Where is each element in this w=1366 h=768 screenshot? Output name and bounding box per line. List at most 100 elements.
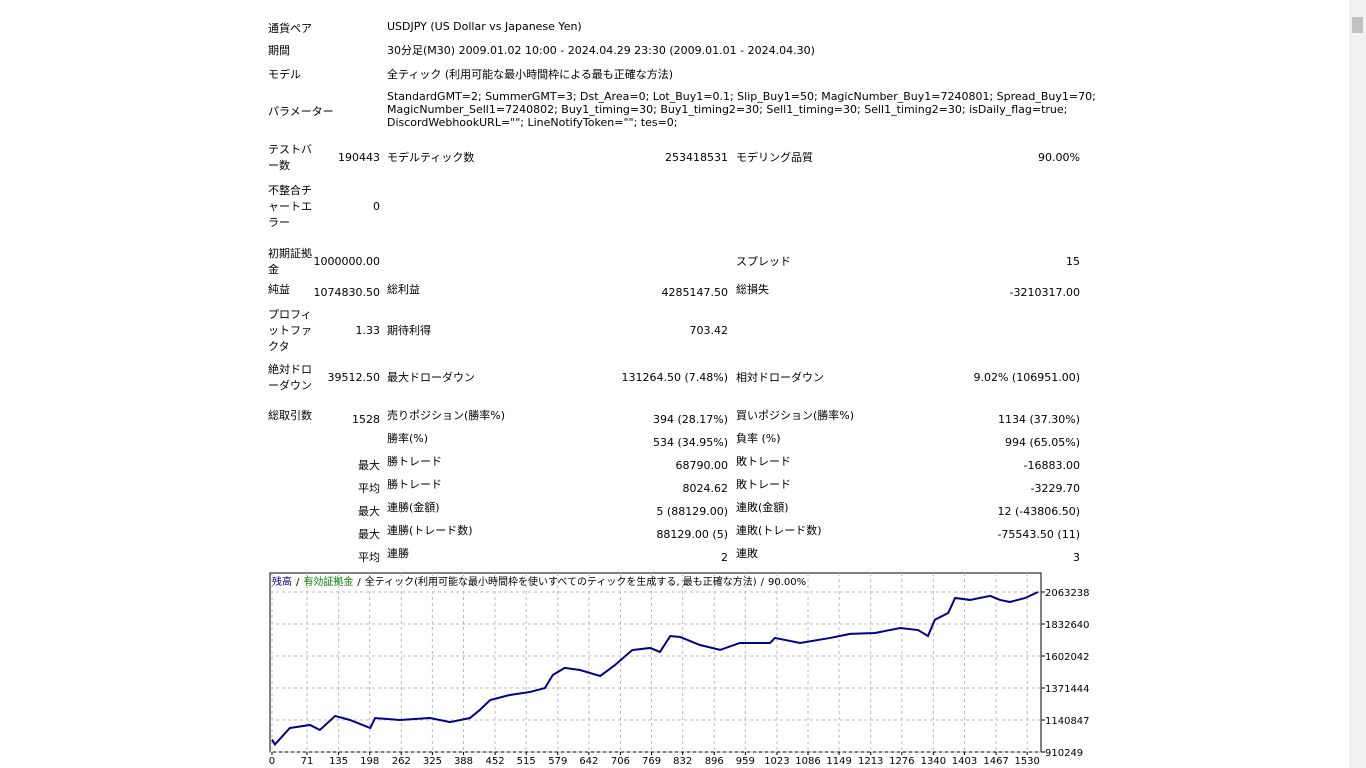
y-tick-label: 1371444 <box>1045 684 1090 695</box>
info-value: 全ティック (利用可能な最小時間枠による最も正確な方法) <box>387 68 674 81</box>
x-tick-label: 1213 <box>858 756 883 767</box>
stat-value: 1.33 <box>355 324 381 337</box>
x-tick-label: 832 <box>673 756 692 767</box>
stat-label: 連勝(トレード数) <box>387 524 473 537</box>
stat-value: 平均 <box>358 481 380 495</box>
x-tick-label: 1023 <box>764 756 789 767</box>
stat-value: 2 <box>721 550 728 564</box>
stat-value: 253418531 <box>665 151 728 164</box>
x-tick-label: 325 <box>423 756 442 767</box>
balance-line <box>271 591 1039 747</box>
stat-value: 8024.62 <box>682 481 729 495</box>
stat-label: 不整合チャートエラー <box>268 184 312 229</box>
title-part: 90.00% <box>768 577 806 588</box>
x-tick-label: 642 <box>579 756 598 767</box>
scrollbar[interactable] <box>1349 0 1366 768</box>
x-tick-label: 388 <box>454 756 473 767</box>
stat-label: 連勝 <box>387 547 409 560</box>
stat-value: 最大 <box>358 458 380 472</box>
stat-value: 最大 <box>358 504 380 518</box>
stat-value: 88129.00 (5) <box>656 527 728 541</box>
info-value: MagicNumber_Sell1=7240802; Buy1_timing=3… <box>387 103 1068 116</box>
x-tick-label: 769 <box>642 756 661 767</box>
stat-label: 純益 <box>268 283 290 296</box>
stat-value: 534 (34.95%) <box>652 435 728 449</box>
stat-value: -16883.00 <box>1023 458 1080 472</box>
title-part: 全ティック(利用可能な最小時間枠を使いすべてのティックを生成する, 最も正確な方… <box>365 575 757 588</box>
stat-label: 勝トレード <box>387 455 442 468</box>
x-tick-label: 262 <box>392 756 411 767</box>
stat-label: 勝トレード <box>387 478 442 491</box>
stat-value: 68790.00 <box>675 458 729 472</box>
info-label: モデル <box>268 68 301 81</box>
stat-label: 敗トレード <box>736 455 791 468</box>
info-value: 30分足(M30) 2009.01.02 10:00 - 2024.04.29 … <box>387 44 815 57</box>
title-part: 有効証拠金 <box>303 575 353 588</box>
plot-frame <box>269 572 1042 753</box>
stat-label: 相対ドローダウン <box>736 371 824 384</box>
x-tick-label: 198 <box>360 756 379 767</box>
x-tick-label: 1530 <box>1014 756 1039 767</box>
stat-label: テストバー数 <box>268 143 312 172</box>
title-part: / <box>296 577 300 588</box>
stat-label: 期待利得 <box>387 324 431 337</box>
x-tick-label: 706 <box>611 756 630 767</box>
title-part: / <box>761 577 765 588</box>
stat-label: 買いポジション(勝率%) <box>736 409 855 422</box>
y-tick-label: 2063238 <box>1045 588 1090 599</box>
stat-value: 4285147.50 <box>661 286 728 299</box>
stat-value: 1000000.00 <box>313 255 380 268</box>
stat-value: -3229.70 <box>1030 481 1080 495</box>
stat-value: 5 (88129.00) <box>656 504 728 518</box>
x-tick-label: 896 <box>705 756 724 767</box>
stat-value: 3 <box>1073 550 1080 564</box>
title-part: / <box>357 577 361 588</box>
stat-label: 連敗(金額) <box>736 501 789 514</box>
stat-value: 703.42 <box>689 324 729 337</box>
info-value: DiscordWebhookURL=""; LineNotifyToken=""… <box>387 116 678 129</box>
stat-label: 勝率(%) <box>387 432 429 445</box>
stat-value: 190443 <box>338 151 380 164</box>
scroll-thumb[interactable] <box>1352 17 1363 33</box>
info-label: 期間 <box>268 44 290 57</box>
x-tick-label: 959 <box>736 756 755 767</box>
stat-value: 394 (28.17%) <box>652 412 728 426</box>
stat-value: 39512.50 <box>327 371 381 384</box>
stat-value: 0 <box>373 200 380 213</box>
stat-value: -75543.50 (11) <box>997 527 1080 541</box>
stat-value: 131264.50 (7.48%) <box>621 371 728 384</box>
stat-value: 平均 <box>358 550 380 564</box>
stat-label: プロフィットファクタ <box>268 308 312 353</box>
stat-label: 総取引数 <box>268 409 312 422</box>
chart-title: 残高 / 有効証拠金 / 全ティック(利用可能な最小時間枠を使いすべてのティックを生成す… <box>272 575 806 588</box>
stat-label: スプレッド <box>736 255 791 268</box>
x-tick-label: 452 <box>486 756 505 767</box>
y-tick-label: 1832640 <box>1045 620 1090 631</box>
stat-label: 連敗 <box>736 547 758 560</box>
x-tick-label: 515 <box>517 756 536 767</box>
stat-label: 連勝(金額) <box>387 501 440 514</box>
x-tick-label: 1340 <box>921 756 946 767</box>
x-tick-label: 1276 <box>889 756 914 767</box>
x-tick-label: 579 <box>548 756 567 767</box>
stat-label: 総損失 <box>736 283 769 296</box>
stat-label: モデルティック数 <box>387 151 475 164</box>
stat-value: 12 (-43806.50) <box>997 504 1080 518</box>
info-value: USDJPY (US Dollar vs Japanese Yen) <box>387 20 582 33</box>
x-tick-label: 1149 <box>826 756 851 767</box>
stat-value: 90.00% <box>1038 151 1080 164</box>
x-tick-label: 135 <box>329 756 348 767</box>
y-tick-label: 1602042 <box>1045 652 1090 663</box>
x-tick-label: 1086 <box>795 756 820 767</box>
x-tick-label: 71 <box>301 756 314 767</box>
info-label: 通貨ペア <box>268 22 312 35</box>
stat-value: -3210317.00 <box>1009 286 1080 299</box>
stat-label: 売りポジション(勝率%) <box>387 409 506 422</box>
x-tick-label: 0 <box>269 756 275 767</box>
x-tick-label: 1403 <box>952 756 977 767</box>
stat-value: 15 <box>1066 255 1080 268</box>
stat-value: 1528 <box>352 412 380 426</box>
x-tick-label: 1467 <box>983 756 1008 767</box>
